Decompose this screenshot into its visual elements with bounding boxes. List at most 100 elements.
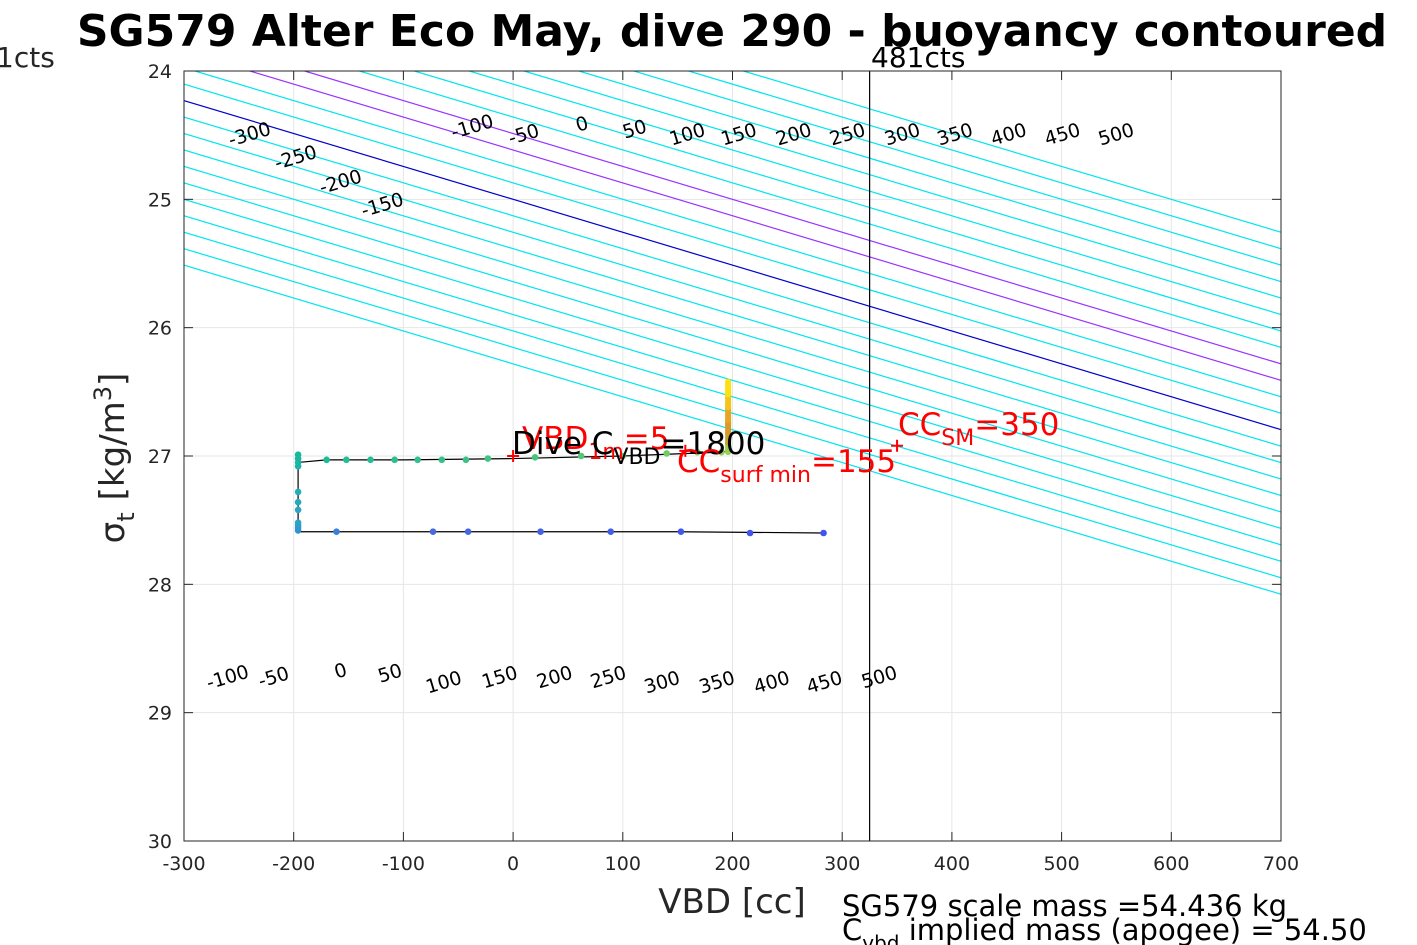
data-point (294, 519, 302, 527)
dive-cvbd-value: =1800 (661, 426, 766, 462)
implied-mass-text: Cvbd implied mass (apogee) = 54.50 (842, 913, 1367, 945)
contour-line (688, 71, 1281, 250)
cc-surf-min-value: =155 (811, 444, 896, 480)
data-point (577, 452, 585, 460)
red-markers (507, 439, 904, 462)
data-point (333, 528, 340, 536)
data-point (294, 506, 302, 514)
y-tick-label: 24 (148, 61, 172, 83)
y-axis-label-close: ] (93, 373, 133, 386)
data-point (343, 456, 350, 464)
plus-marker (679, 444, 692, 457)
dive-points (294, 448, 827, 537)
contour-label: 0 (332, 659, 350, 684)
data-point (462, 456, 470, 464)
data-point (607, 528, 615, 536)
data-point (619, 452, 627, 460)
cc-surf-min-sub: surf min (720, 463, 811, 488)
contour-line (184, 116, 1281, 447)
contour-line (249, 71, 1281, 381)
contour-line (194, 71, 1281, 398)
y-tick-label: 30 (148, 831, 172, 853)
dive-cvbd-sub: VBD (613, 445, 660, 470)
cc-sm-value: =350 (974, 407, 1059, 443)
implied-mass-rest: implied mass (apogee) = 54.50 (899, 913, 1366, 945)
data-point (718, 448, 725, 456)
data-point (323, 456, 330, 464)
x-tick-label: 600 (1153, 853, 1189, 875)
contour-line (184, 182, 1281, 513)
dive-cvbd-annotation: Dive CVBD=1800 (512, 426, 765, 470)
y-tick-label: 27 (148, 446, 172, 468)
y-axis-label-unit: [kg/m (93, 401, 133, 500)
data-point (694, 448, 701, 456)
data-point (367, 456, 374, 464)
x-tick-label: 400 (934, 853, 970, 875)
data-point (414, 456, 421, 464)
vbd-1m-sub: 1m (588, 440, 623, 465)
x-tick-label: 500 (1043, 853, 1079, 875)
contour-line (184, 215, 1281, 546)
x-tick-label: 100 (605, 853, 641, 875)
contour-line (184, 198, 1281, 530)
cc-sm-main: CC (898, 407, 941, 443)
contour-line (743, 71, 1281, 233)
x-tick-label: 200 (714, 853, 750, 875)
data-point (677, 528, 685, 536)
contour-line (633, 71, 1281, 266)
y-tick-label: 26 (148, 318, 172, 340)
contour-line (184, 149, 1281, 480)
contour-line (523, 71, 1281, 299)
contour-line (359, 71, 1281, 349)
data-point (820, 529, 827, 537)
contour-line (184, 99, 1281, 431)
data-point (429, 528, 437, 536)
scale-mass-text: SG579 scale mass =54.436 kg (842, 889, 1287, 923)
x-tick-label: 300 (824, 853, 860, 875)
dive-cvbd-main: Dive C (512, 426, 613, 462)
data-point (537, 528, 544, 536)
data-point (294, 451, 302, 459)
x-axis-ticks: -300 -200 -100 0 100 200 300 400 500 600 700 (162, 71, 1299, 875)
contour-line (414, 71, 1281, 332)
cc-sm-sub: SM (941, 426, 974, 451)
data-point (663, 450, 670, 457)
y-tick-label: 25 (148, 189, 172, 211)
contour-line (184, 264, 1281, 595)
plus-marker (507, 450, 520, 462)
y-axis-label-sub: t (112, 512, 140, 521)
chart-title: SG579 Alter Eco May, dive 290 - buoyancy… (77, 6, 1387, 57)
contour-line (184, 83, 1281, 414)
contour-line (578, 71, 1281, 283)
data-point (464, 528, 472, 536)
cc-surf-min-main: CC (677, 444, 720, 480)
contour-label: 0 (573, 112, 591, 137)
x-tick-label: -200 (272, 853, 315, 875)
implied-mass-main: C (842, 913, 862, 945)
plus-marker (891, 439, 904, 452)
y-axis-label-sup: 3 (89, 386, 117, 401)
contour-line (184, 231, 1281, 562)
data-point (746, 529, 754, 537)
x-tick-label: 700 (1263, 853, 1299, 875)
cc-surf-min-annotation: CCsurf min=155 (677, 444, 896, 488)
y-tick-label: 28 (148, 574, 172, 596)
contour-line (304, 71, 1281, 365)
y-axis-label: σt [kg/m3] (89, 373, 140, 544)
data-point (484, 455, 492, 462)
data-point (531, 453, 539, 461)
data-point (391, 456, 398, 464)
data-point (294, 488, 302, 496)
contour-line (184, 132, 1281, 464)
buoyancy-contours (184, 71, 1281, 595)
data-point (438, 456, 446, 464)
x-tick-label: -100 (382, 853, 425, 875)
svg-text:σt[kg/m3]: σt [kg/m3] (89, 373, 140, 544)
top-left-label: 1cts (0, 41, 55, 74)
contour-line (184, 165, 1281, 497)
y-axis-label-sigma: σ (93, 522, 133, 544)
contour-line (184, 248, 1281, 579)
data-point (294, 498, 302, 506)
x-tick-label: 0 (507, 853, 519, 875)
